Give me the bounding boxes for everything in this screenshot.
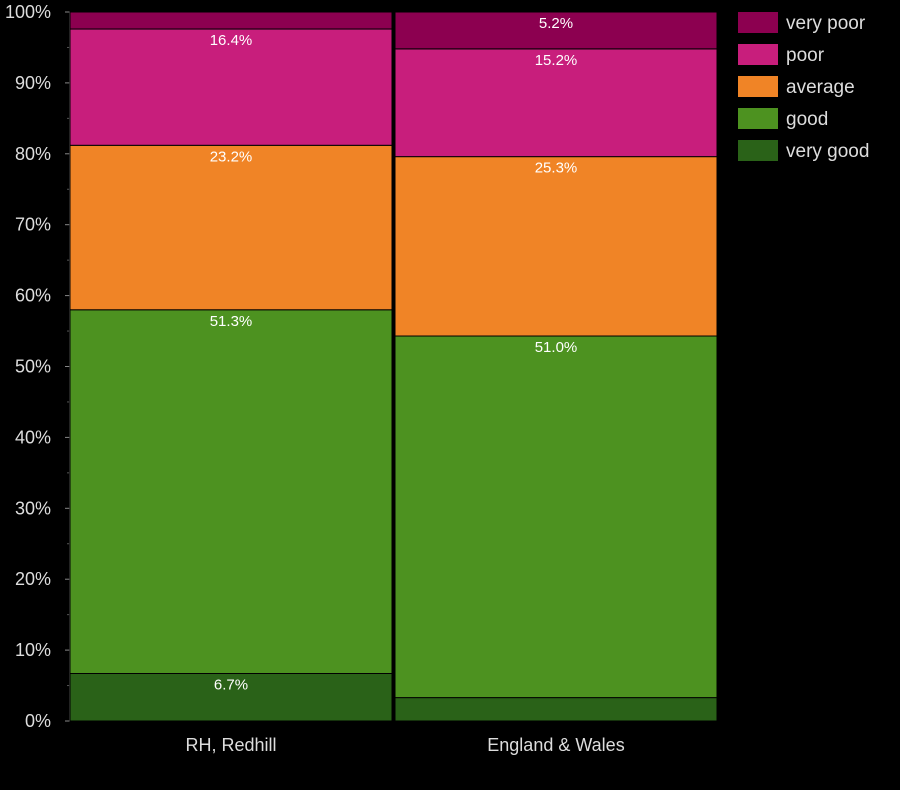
bar-segment-very-poor: [69, 11, 393, 30]
y-tick-label: 30%: [15, 498, 51, 518]
data-label: 15.2%: [535, 52, 578, 69]
bar-segment-average: [69, 144, 393, 311]
data-label: 23.2%: [210, 148, 253, 165]
y-tick-label: 0%: [25, 711, 51, 731]
legend: very poor poor average good very good: [738, 12, 869, 162]
legend-label-poor: poor: [786, 45, 825, 66]
data-label: 51.3%: [210, 313, 253, 330]
legend-swatch-good: [738, 108, 778, 129]
bar-segment-poor: [69, 28, 393, 146]
data-label: 25.3%: [535, 160, 578, 177]
bar-segment-very-poor: [394, 11, 718, 50]
legend-label-average: average: [786, 77, 855, 98]
bar-segment-very-good: [69, 672, 393, 722]
x-category-label: RH, Redhill: [185, 735, 276, 755]
y-tick-label: 90%: [15, 73, 51, 93]
y-axis: 0% 10% 20% 30% 40% 50% 60% 70% 80% 90% 100%: [5, 2, 70, 731]
legend-swatch-average: [738, 76, 778, 97]
y-tick-label: 40%: [15, 427, 51, 447]
y-tick-label: 70%: [15, 215, 51, 235]
y-tick-label: 100%: [5, 2, 51, 22]
y-tick-label: 80%: [15, 144, 51, 164]
bar-segment-good: [394, 335, 718, 699]
y-tick-label: 50%: [15, 357, 51, 377]
legend-swatch-very-good: [738, 140, 778, 161]
x-axis: RH, Redhill England & Wales: [185, 735, 624, 755]
y-tick-label: 60%: [15, 286, 51, 306]
bars: 6.7% 51.3% 23.2% 16.4% 51.0% 25.3% 15.2% 5.2%: [69, 11, 718, 722]
data-label: 5.2%: [539, 15, 573, 32]
bar-segment-poor: [394, 48, 718, 158]
legend-label-good: good: [786, 109, 828, 130]
x-category-label: England & Wales: [487, 735, 624, 755]
legend-swatch-very-poor: [738, 12, 778, 33]
legend-swatch-poor: [738, 44, 778, 65]
data-label: 51.0%: [535, 339, 578, 356]
bar-segment-average: [394, 156, 718, 337]
data-label: 6.7%: [214, 676, 248, 693]
data-label: 16.4%: [210, 32, 253, 49]
y-tick-label: 10%: [15, 640, 51, 660]
bar-segment-very-good: [394, 697, 718, 722]
y-tick-label: 20%: [15, 569, 51, 589]
legend-label-very-poor: very poor: [786, 13, 866, 34]
legend-label-very-good: very good: [786, 141, 869, 162]
bar-segment-good: [69, 309, 393, 674]
